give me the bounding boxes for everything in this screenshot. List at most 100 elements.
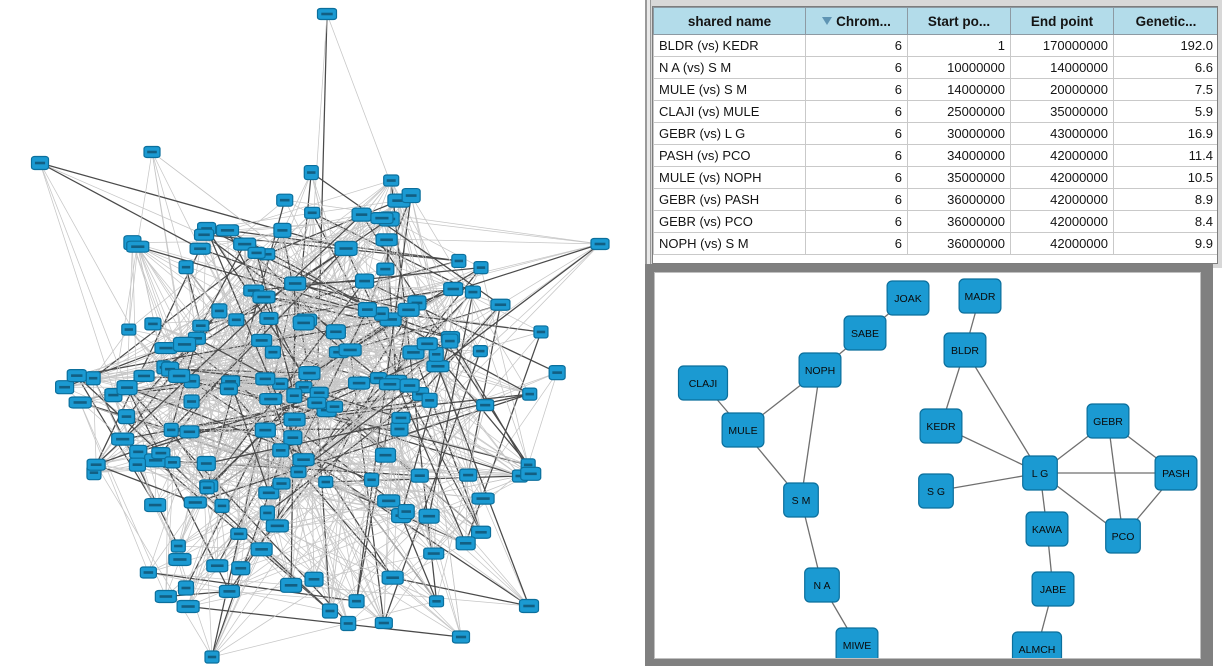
graph-edge[interactable] [217, 404, 486, 567]
graph-edge[interactable] [436, 353, 530, 395]
graph-edge[interactable] [230, 381, 385, 624]
column-header-genetic[interactable]: Genetic... [1113, 7, 1217, 35]
subnetwork-node-gebr[interactable]: GEBR [1086, 403, 1130, 439]
subnetwork-node-miwe[interactable]: MIWE [835, 627, 879, 658]
graph-edge[interactable] [39, 162, 201, 250]
graph-edge[interactable] [347, 464, 529, 624]
graph-edge[interactable] [436, 405, 486, 602]
graph-edge[interactable] [406, 474, 469, 512]
graph-edge[interactable] [298, 337, 451, 473]
graph-edge[interactable] [290, 352, 340, 586]
table-vertical-scrollbar[interactable] [645, 0, 651, 268]
graph-edge[interactable] [240, 511, 407, 569]
graph-edge[interactable] [319, 392, 402, 419]
graph-edge[interactable] [79, 402, 149, 573]
graph-edge[interactable] [313, 384, 391, 580]
subnetwork-node-mule[interactable]: MULE [721, 412, 765, 448]
graph-edge[interactable] [163, 367, 172, 430]
graph-edge[interactable] [383, 200, 400, 624]
graph-edge[interactable] [203, 234, 296, 285]
table-row[interactable]: N A (vs) S M 6 10000000 14000000 6.6 [653, 56, 1217, 79]
graph-edge[interactable] [361, 214, 386, 456]
subnetwork-node-madr[interactable]: MADR [958, 278, 1002, 314]
subnetwork-node-joak[interactable]: JOAK [886, 280, 930, 316]
graph-edge[interactable] [290, 500, 389, 586]
graph-edge[interactable] [148, 252, 257, 573]
graph-edge[interactable] [128, 246, 139, 330]
graph-edge[interactable] [143, 375, 268, 514]
table-row[interactable]: MULE (vs) S M 6 14000000 20000000 7.5 [653, 78, 1217, 101]
graph-edge[interactable] [229, 381, 270, 494]
graph-edge[interactable] [426, 291, 474, 345]
graph-edge[interactable] [126, 242, 133, 388]
subnetwork-node-noph[interactable]: NOPH [798, 352, 842, 388]
graph-edge[interactable] [188, 605, 462, 638]
graph-edge[interactable] [126, 387, 400, 430]
graph-edge[interactable] [206, 429, 266, 489]
graph-edge[interactable] [216, 310, 220, 566]
graph-edge[interactable] [265, 291, 474, 431]
subnetwork-node-sg[interactable]: S G [918, 473, 954, 509]
edge-table-container[interactable]: shared name Chrom... Start po... End poi… [652, 6, 1218, 264]
graph-edge[interactable] [148, 474, 469, 573]
graph-edge[interactable] [266, 200, 400, 255]
graph-edge[interactable] [263, 296, 530, 607]
subnetwork-node-bldr[interactable]: BLDR [943, 332, 987, 368]
graph-edge[interactable] [195, 372, 558, 503]
graph-edge[interactable] [1107, 420, 1124, 537]
graph-edge[interactable] [185, 266, 437, 602]
graph-edge[interactable] [295, 283, 409, 311]
graph-edge[interactable] [295, 283, 454, 290]
graph-edge[interactable] [465, 331, 542, 544]
graph-edge[interactable] [92, 378, 97, 465]
graph-edge[interactable] [527, 372, 558, 465]
graph-edge[interactable] [172, 462, 292, 586]
graph-edge[interactable] [281, 483, 466, 544]
graph-edge[interactable] [800, 369, 821, 501]
graph-edge[interactable] [284, 199, 601, 245]
graph-edge[interactable] [227, 230, 529, 466]
graph-edge[interactable] [266, 218, 390, 255]
graph-edge[interactable] [39, 162, 205, 236]
table-row[interactable]: NOPH (vs) S M 6 36000000 42000000 9.9 [653, 232, 1217, 255]
graph-edge[interactable] [132, 242, 139, 452]
graph-edge[interactable] [221, 505, 407, 512]
graph-edge[interactable] [356, 542, 466, 602]
graph-edge[interactable] [310, 172, 390, 501]
table-row[interactable]: GEBR (vs) PCO 6 36000000 42000000 8.4 [653, 210, 1217, 233]
graph-edge[interactable] [467, 304, 502, 476]
graph-edge[interactable] [303, 459, 469, 476]
graph-edge[interactable] [95, 464, 196, 504]
graph-edge[interactable] [364, 280, 481, 352]
graph-edge[interactable] [329, 309, 368, 612]
subnetwork-graph[interactable]: CLAJI MULE NOPH SABE JOAK S M N A MIWE MADR BLDR K… [655, 273, 1200, 658]
graph-edge[interactable] [364, 280, 558, 374]
subnetwork-node-claji[interactable]: CLAJI [677, 365, 729, 401]
graph-edge[interactable] [211, 419, 296, 658]
column-header-end-point[interactable]: End point [1010, 7, 1114, 35]
graph-edge[interactable] [392, 577, 462, 638]
graph-edge[interactable] [399, 428, 469, 476]
graph-edge[interactable] [428, 516, 462, 638]
graph-edge[interactable] [126, 387, 190, 433]
graph-edge[interactable] [256, 252, 466, 544]
graph-edge[interactable] [482, 498, 530, 607]
graph-edge[interactable] [211, 600, 437, 658]
graph-edge[interactable] [199, 248, 451, 339]
graph-edge[interactable] [206, 214, 362, 488]
graph-edge[interactable] [132, 239, 387, 244]
graph-edge[interactable] [281, 230, 283, 484]
graph-edge[interactable] [185, 267, 223, 506]
graph-edge[interactable] [178, 375, 437, 602]
main-network-canvas[interactable] [0, 0, 645, 669]
graph-edge[interactable] [122, 402, 317, 440]
subnetwork-node-sm[interactable]: S M [783, 482, 819, 518]
graph-edge[interactable] [329, 366, 439, 612]
subnetwork-node-lg[interactable]: L G [1022, 455, 1058, 491]
main-network-view[interactable] [0, 0, 645, 669]
graph-edge[interactable] [143, 252, 257, 377]
graph-edge[interactable] [355, 195, 412, 602]
table-row[interactable]: PASH (vs) PCO 6 34000000 42000000 11.4 [653, 144, 1217, 167]
graph-edge[interactable] [310, 172, 435, 554]
graph-edge[interactable] [428, 291, 474, 517]
